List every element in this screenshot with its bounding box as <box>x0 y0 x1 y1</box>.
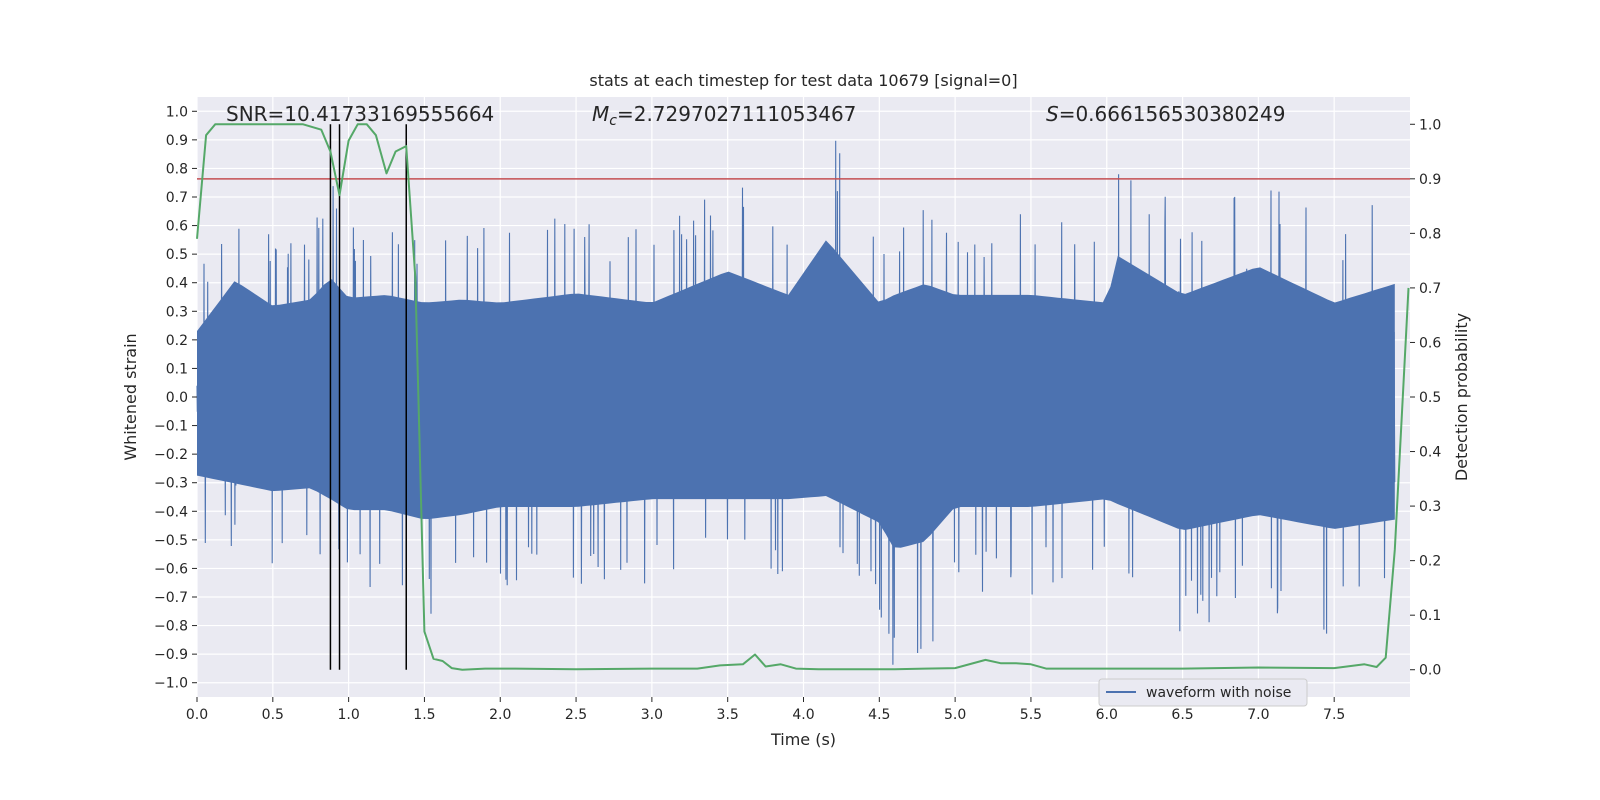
x-tick-label: 3.0 <box>641 707 663 723</box>
x-axis-label: Time (s) <box>770 730 836 749</box>
y-tick-label: 0.0 <box>166 390 188 406</box>
x-tick-label: 1.0 <box>337 707 359 723</box>
y2-tick-label: 0.8 <box>1419 226 1441 242</box>
x-tick-label: 0.0 <box>186 707 208 723</box>
y-tick-label: −1.0 <box>154 676 188 692</box>
y-tick-label: −0.2 <box>154 447 188 463</box>
y-tick-label: 0.8 <box>166 161 188 177</box>
legend: waveform with noise <box>1098 678 1308 707</box>
y-tick-label: 0.5 <box>166 247 188 263</box>
x-tick-label: 0.5 <box>262 707 284 723</box>
mc-subscript: c <box>609 113 617 129</box>
y2-tick-label: 0.4 <box>1419 445 1441 461</box>
x-tick-label: 4.5 <box>868 707 890 723</box>
s-symbol: S <box>1046 102 1059 126</box>
detection-probability-line <box>196 123 1410 671</box>
x-tick-label: 2.5 <box>565 707 587 723</box>
y2-tick-label: 0.2 <box>1419 554 1441 570</box>
strain-series <box>196 140 1396 665</box>
x-tick-label: 7.5 <box>1323 707 1345 723</box>
s-annotation: S=0.666156530380249 <box>1046 102 1285 126</box>
s-value: =0.666156530380249 <box>1059 102 1286 126</box>
y2-axis-label: Detection probability <box>1452 313 1471 481</box>
chart-title: stats at each timestep for test data 106… <box>589 71 1017 90</box>
y2-tick-label: 0.0 <box>1419 663 1441 679</box>
y2-tick-label: 1.0 <box>1419 117 1441 133</box>
probability-series <box>196 123 1410 671</box>
mc-value: =2.7297027111053467 <box>617 102 856 126</box>
vertical-lines <box>329 124 407 670</box>
legend-box <box>1098 678 1308 707</box>
y-tick-label: −0.3 <box>154 476 188 492</box>
y-tick-label: 0.3 <box>166 304 188 320</box>
y-tick-label: −0.9 <box>154 647 188 663</box>
x-tick-label: 7.0 <box>1247 707 1269 723</box>
x-tick-label: 6.0 <box>1096 707 1118 723</box>
y-tick-label: 0.4 <box>166 276 188 292</box>
x-tick-label: 5.5 <box>1020 707 1042 723</box>
y-tick-label: 0.1 <box>166 361 188 377</box>
snr-annotation: SNR=10.41733169555664 <box>226 102 494 126</box>
x-tick-label: 4.0 <box>792 707 814 723</box>
y2-tick-label: 0.6 <box>1419 335 1441 351</box>
x-tick-label: 5.0 <box>944 707 966 723</box>
y-tick-label: 0.9 <box>166 133 188 149</box>
y-tick-label: −0.8 <box>154 619 188 635</box>
y-tick-label: −0.6 <box>154 561 188 577</box>
y-tick-label: −0.5 <box>154 533 188 549</box>
x-tick-label: 3.5 <box>717 707 739 723</box>
y2-tick-label: 0.1 <box>1419 608 1441 624</box>
y2-tick-label: 0.9 <box>1419 172 1441 188</box>
y2-tick-label: 0.5 <box>1419 390 1441 406</box>
x-tick-label: 2.0 <box>489 707 511 723</box>
mc-annotation: Mc=2.7297027111053467 <box>592 102 856 129</box>
x-tick-label: 6.5 <box>1171 707 1193 723</box>
x-tick-label: 1.5 <box>413 707 435 723</box>
y-axis-label: Whitened strain <box>121 333 140 460</box>
y-tick-label: −0.7 <box>154 590 188 606</box>
mc-symbol: M <box>592 102 609 126</box>
y-tick-label: 0.6 <box>166 219 188 235</box>
y2-tick-label: 0.7 <box>1419 281 1441 297</box>
legend-label: waveform with noise <box>1146 685 1291 701</box>
y-tick-label: −0.1 <box>154 419 188 435</box>
waveform-core-band <box>197 240 1395 548</box>
y-tick-label: −0.4 <box>154 504 188 520</box>
y2-tick-label: 0.3 <box>1419 499 1441 515</box>
y-tick-label: 0.2 <box>166 333 188 349</box>
y-tick-label: 0.7 <box>166 190 188 206</box>
y-tick-label: 1.0 <box>166 104 188 120</box>
ticks: 0.0 0.5 1.0 1.5 2.0 2.5 3.0 3.5 4.0 4.5 5.0 5.5 6.0 6… <box>154 104 1441 723</box>
